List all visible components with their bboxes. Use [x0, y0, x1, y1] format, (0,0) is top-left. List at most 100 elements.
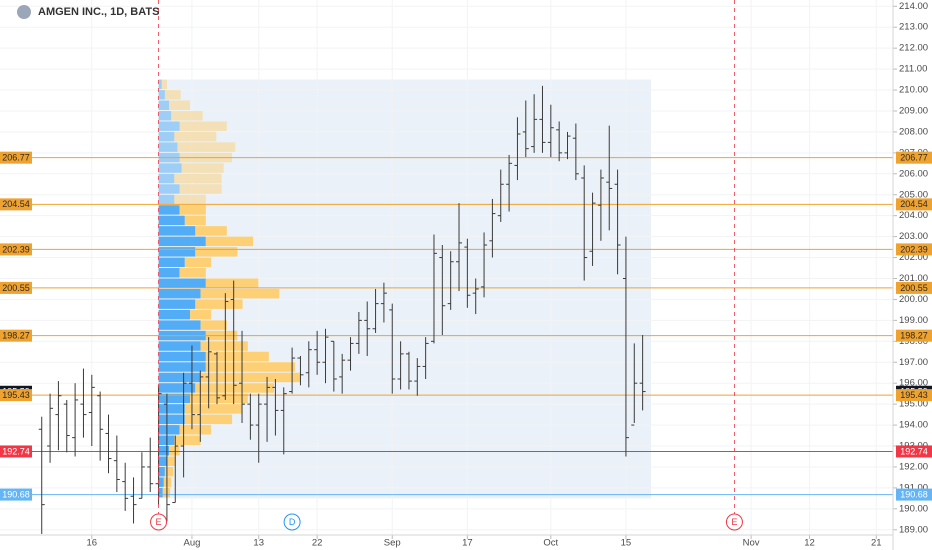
level-label: 190.68: [900, 489, 928, 499]
y-tick-label: 189.00: [899, 524, 928, 535]
level-label: 200.55: [2, 283, 30, 293]
level-label: 192.74: [900, 446, 928, 456]
profile-down: [174, 435, 201, 446]
level-label: 198.27: [2, 331, 30, 341]
event-label: D: [289, 517, 296, 527]
profile-down: [169, 446, 180, 456]
y-tick-label: 203.00: [899, 231, 928, 242]
profile-up: [158, 278, 206, 288]
profile-up: [158, 100, 170, 110]
event-marker: [725, 513, 743, 531]
profile-up: [158, 226, 196, 236]
level-label: 200.55: [900, 283, 928, 293]
profile-down: [179, 205, 206, 215]
level-label-box: [0, 151, 32, 164]
profile-down: [190, 309, 212, 320]
y-tick-label: 197.00: [899, 357, 928, 368]
profile-up: [158, 121, 180, 131]
y-tick-label: 195.00: [899, 399, 928, 410]
event-label: E: [156, 517, 162, 527]
profile-up: [158, 341, 201, 351]
y-tick-label: 201.00: [899, 273, 928, 284]
x-tick-label: Sep: [384, 538, 401, 549]
level-label-box: [896, 445, 932, 458]
y-tick-label: 199.00: [899, 315, 928, 326]
profile-up: [158, 299, 196, 309]
profile-down: [163, 477, 172, 487]
level-label: 190.68: [2, 489, 30, 499]
profile-up: [158, 247, 196, 257]
level-label-box: [896, 488, 932, 501]
y-tick-label: 205.00: [899, 189, 928, 200]
level-label: 202.39: [2, 244, 30, 254]
profile-up: [158, 309, 191, 320]
level-label-box: [896, 329, 932, 342]
profile-up: [158, 372, 201, 383]
profile-up: [158, 487, 163, 498]
level-label: 198.27: [900, 331, 928, 341]
level-label-box: [0, 198, 32, 211]
profile-down: [161, 79, 167, 90]
profile-up: [158, 257, 185, 268]
profile-down: [181, 163, 224, 173]
level-label-box: [896, 198, 932, 211]
profile-up: [158, 351, 206, 362]
x-tick-label: 17: [462, 538, 473, 549]
level-label: 192.74: [2, 446, 30, 456]
profile-down: [205, 362, 296, 372]
y-tick-label: 212.00: [899, 43, 928, 54]
y-tick-label: 211.00: [899, 64, 927, 75]
profile-down: [166, 456, 176, 466]
profile-down: [179, 184, 222, 194]
profile-up: [158, 383, 196, 393]
profile-down: [174, 194, 206, 205]
profile-down: [179, 425, 212, 435]
symbol-logo: [17, 5, 31, 19]
level-label: 206.77: [900, 153, 928, 163]
profile-down: [169, 100, 191, 110]
y-tick-label: 190.00: [899, 503, 928, 514]
x-tick-label: 12: [804, 538, 815, 549]
y-tick-label: 191.00: [899, 482, 928, 493]
event-marker: [283, 513, 301, 531]
profile-up: [158, 425, 180, 435]
profile-down: [195, 383, 275, 393]
profile-up: [158, 456, 167, 466]
level-label-box: [896, 389, 932, 402]
level-label: 204.54: [2, 199, 30, 209]
profile-down: [200, 372, 301, 383]
y-tick-label: 214.00: [899, 1, 928, 12]
profile-down: [171, 110, 203, 121]
profile-down: [195, 226, 227, 236]
chart-title: AMGEN INC., 1D, BATS: [38, 6, 159, 18]
level-label-box: [896, 281, 932, 294]
profile-up: [158, 184, 180, 194]
profile-down: [205, 351, 269, 362]
profile-down: [184, 215, 206, 226]
y-tick-label: 196.00: [899, 378, 928, 389]
profile-down: [205, 236, 254, 247]
profile-up: [158, 393, 191, 404]
profile-up: [158, 414, 185, 425]
level-label: 204.54: [900, 199, 928, 209]
profile-up: [158, 90, 165, 100]
profile-down: [174, 131, 217, 142]
y-tick-label: 194.00: [899, 420, 928, 431]
level-label-box: [0, 243, 32, 256]
profile-down: [195, 299, 243, 309]
x-tick-label: 16: [87, 538, 98, 549]
level-label-box: [0, 488, 32, 501]
profile-up: [158, 404, 185, 414]
y-tick-label: 200.00: [899, 294, 928, 305]
profile-down: [195, 247, 238, 257]
profile-up: [158, 163, 182, 173]
profile-up: [158, 215, 185, 226]
x-tick-label: 13: [253, 538, 264, 549]
x-tick-label: Oct: [543, 538, 558, 549]
level-label: 195.43: [900, 390, 928, 400]
profile-down: [174, 173, 222, 184]
profile-up: [158, 131, 175, 142]
y-tick-label: 210.00: [899, 85, 928, 96]
event-label: E: [731, 517, 737, 527]
